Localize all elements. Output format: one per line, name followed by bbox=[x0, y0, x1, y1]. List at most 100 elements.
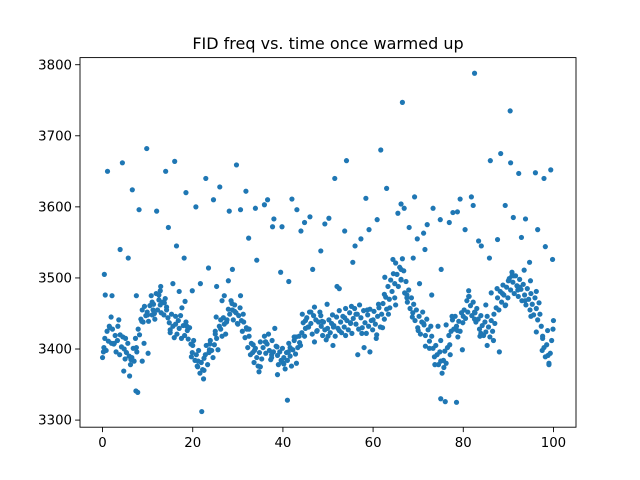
data-point bbox=[257, 339, 263, 345]
data-point bbox=[533, 288, 539, 295]
data-point bbox=[170, 281, 176, 287]
data-point bbox=[460, 320, 466, 326]
data-point bbox=[438, 337, 444, 344]
data-point bbox=[242, 335, 248, 341]
data-point bbox=[281, 354, 287, 361]
data-point bbox=[476, 326, 483, 332]
data-point bbox=[414, 236, 420, 242]
data-point bbox=[535, 317, 541, 323]
data-point bbox=[281, 361, 287, 367]
data-point bbox=[471, 70, 478, 76]
data-point bbox=[218, 317, 224, 323]
data-point bbox=[365, 312, 371, 318]
data-point bbox=[237, 207, 244, 213]
data-point bbox=[438, 396, 444, 402]
data-point bbox=[319, 318, 325, 324]
data-point bbox=[428, 323, 434, 329]
data-point bbox=[112, 332, 118, 339]
data-point bbox=[398, 201, 404, 207]
y-tick-label: 3300 bbox=[38, 414, 72, 429]
data-point bbox=[197, 370, 203, 376]
data-point bbox=[424, 316, 430, 322]
data-point bbox=[136, 332, 143, 338]
data-point bbox=[154, 307, 161, 313]
data-point bbox=[218, 326, 224, 332]
data-point bbox=[467, 303, 474, 309]
data-point bbox=[181, 255, 187, 261]
data-point bbox=[314, 328, 320, 334]
data-point bbox=[443, 360, 449, 366]
data-point bbox=[349, 330, 355, 336]
data-point bbox=[404, 292, 410, 298]
data-point bbox=[386, 296, 392, 302]
data-point bbox=[284, 397, 291, 403]
data-point bbox=[288, 363, 295, 369]
data-point bbox=[119, 160, 125, 166]
data-point bbox=[385, 283, 391, 290]
data-point bbox=[229, 266, 236, 273]
data-point bbox=[108, 314, 114, 320]
data-point bbox=[508, 287, 514, 293]
data-point bbox=[455, 334, 461, 340]
data-point bbox=[101, 271, 107, 277]
data-point bbox=[363, 330, 369, 336]
data-point bbox=[307, 214, 313, 220]
x-tick-label: 60 bbox=[365, 436, 382, 451]
data-point bbox=[178, 335, 185, 341]
data-point bbox=[350, 259, 356, 265]
data-point bbox=[324, 325, 331, 331]
data-point bbox=[299, 311, 305, 317]
data-point bbox=[371, 308, 377, 314]
data-point bbox=[488, 290, 494, 296]
data-point bbox=[536, 300, 542, 306]
data-point bbox=[301, 219, 308, 226]
data-point bbox=[219, 298, 225, 304]
data-point bbox=[271, 216, 277, 222]
data-point bbox=[494, 295, 501, 301]
data-point bbox=[385, 311, 392, 317]
data-point bbox=[141, 303, 148, 309]
data-point bbox=[195, 364, 201, 370]
data-point bbox=[499, 290, 506, 297]
data-point bbox=[324, 301, 330, 307]
data-point bbox=[537, 311, 543, 317]
data-point bbox=[510, 214, 516, 221]
data-point bbox=[210, 197, 217, 203]
data-point bbox=[521, 267, 527, 273]
y-tick-label: 3500 bbox=[38, 272, 72, 287]
data-point bbox=[154, 208, 160, 214]
data-point bbox=[236, 313, 242, 319]
data-point bbox=[347, 320, 354, 326]
data-point bbox=[334, 283, 340, 290]
data-point bbox=[319, 332, 326, 339]
data-point bbox=[156, 292, 162, 298]
data-point bbox=[246, 235, 252, 241]
data-point bbox=[141, 340, 147, 346]
data-point bbox=[175, 317, 181, 324]
data-point bbox=[449, 313, 455, 319]
data-point bbox=[429, 333, 435, 339]
data-point bbox=[528, 313, 534, 319]
data-point bbox=[329, 312, 336, 318]
data-point bbox=[306, 324, 312, 330]
data-point bbox=[365, 323, 372, 329]
data-point bbox=[157, 288, 163, 294]
data-point bbox=[394, 271, 400, 277]
data-point bbox=[127, 373, 133, 379]
data-point bbox=[116, 317, 122, 323]
data-point bbox=[294, 207, 300, 213]
data-point bbox=[206, 347, 213, 353]
data-point bbox=[550, 317, 557, 324]
data-point bbox=[302, 317, 309, 324]
data-point bbox=[348, 303, 355, 309]
data-point bbox=[511, 290, 517, 297]
data-point bbox=[358, 315, 364, 321]
data-point bbox=[483, 329, 489, 335]
data-point bbox=[508, 160, 514, 166]
data-point bbox=[104, 168, 111, 174]
data-point bbox=[165, 315, 171, 321]
data-point bbox=[282, 366, 288, 372]
data-point bbox=[488, 317, 494, 324]
data-point bbox=[293, 334, 299, 340]
